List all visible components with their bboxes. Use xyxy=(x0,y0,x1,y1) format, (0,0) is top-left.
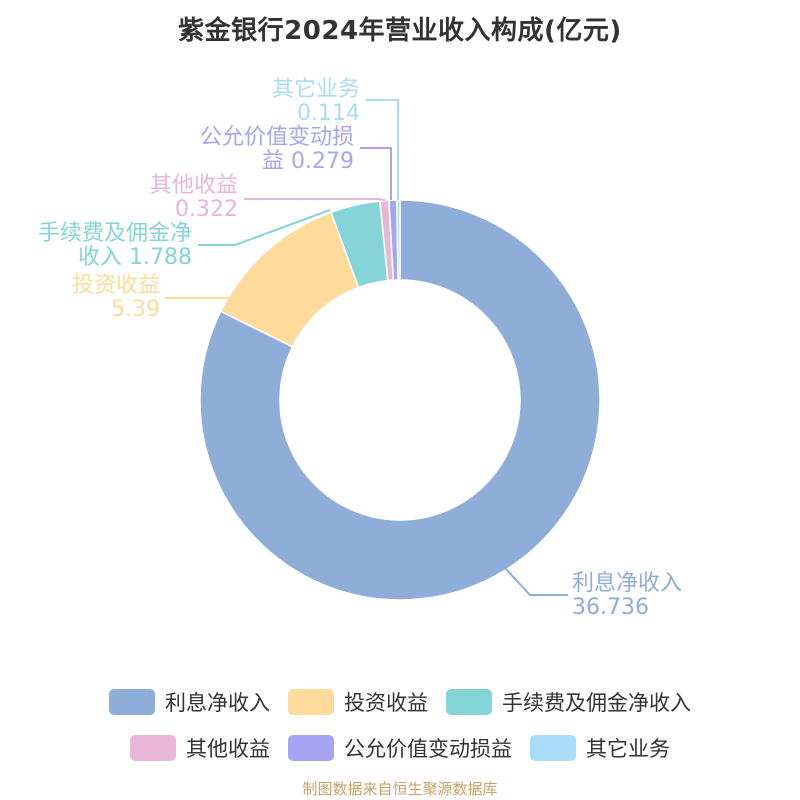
data-label-interest: 利息净收入 36.736 xyxy=(572,571,682,620)
data-label-other-business: 其它业务 0.114 xyxy=(272,77,360,126)
legend-label-interest: 利息净收入 xyxy=(165,691,270,715)
legend-swatch-interest xyxy=(109,689,155,715)
legend-swatch-fees xyxy=(446,689,492,715)
legend-row-2: 其他收益 公允价值变动损益 其它业务 xyxy=(0,734,800,762)
chart-title: 紫金银行2024年营业收入构成(亿元) xyxy=(178,16,622,46)
legend-swatch-fair-value xyxy=(288,735,334,761)
legend-item-other-business[interactable]: 其它业务 xyxy=(530,733,670,763)
legend-label-fees: 手续费及佣金净收入 xyxy=(502,691,691,715)
legend-swatch-investment xyxy=(288,689,334,715)
data-label-other-income: 其他收益 0.322 xyxy=(150,173,238,222)
legend-item-investment[interactable]: 投资收益 xyxy=(288,687,428,717)
data-label-fees: 手续费及佣金净收入 1.788 xyxy=(38,221,192,270)
legend-label-investment: 投资收益 xyxy=(344,691,428,715)
legend-swatch-other-business xyxy=(530,735,576,761)
leader-line-fees xyxy=(198,209,331,246)
legend-row-1: 利息净收入 投资收益 手续费及佣金净收入 xyxy=(0,688,800,716)
legend-label-other-business: 其它业务 xyxy=(586,737,670,761)
data-label-investment: 投资收益 5.39 xyxy=(72,273,160,322)
leader-line-other-business xyxy=(366,99,399,200)
legend-item-interest[interactable]: 利息净收入 xyxy=(109,687,270,717)
leader-line-other-income xyxy=(244,198,386,201)
legend-label-other-income: 其他收益 xyxy=(186,737,270,761)
legend-item-fair-value[interactable]: 公允价值变动损益 xyxy=(288,733,512,763)
leader-line-fair-value xyxy=(360,147,392,200)
slice-other-business[interactable] xyxy=(396,199,401,281)
slice-interest[interactable] xyxy=(199,199,601,601)
data-label-fair-value: 公允价值变动损益 0.279 xyxy=(200,125,354,174)
leader-line-interest xyxy=(504,567,568,596)
legend: 利息净收入 投资收益 手续费及佣金净收入 其他收益 公允价值变动损益 其它业务 xyxy=(0,688,800,780)
legend-label-fair-value: 公允价值变动损益 xyxy=(344,737,512,761)
legend-item-fees[interactable]: 手续费及佣金净收入 xyxy=(446,687,691,717)
data-source-note: 制图数据来自恒生聚源数据库 xyxy=(302,780,498,798)
legend-item-other-income[interactable]: 其他收益 xyxy=(130,733,270,763)
legend-swatch-other-income xyxy=(130,735,176,761)
